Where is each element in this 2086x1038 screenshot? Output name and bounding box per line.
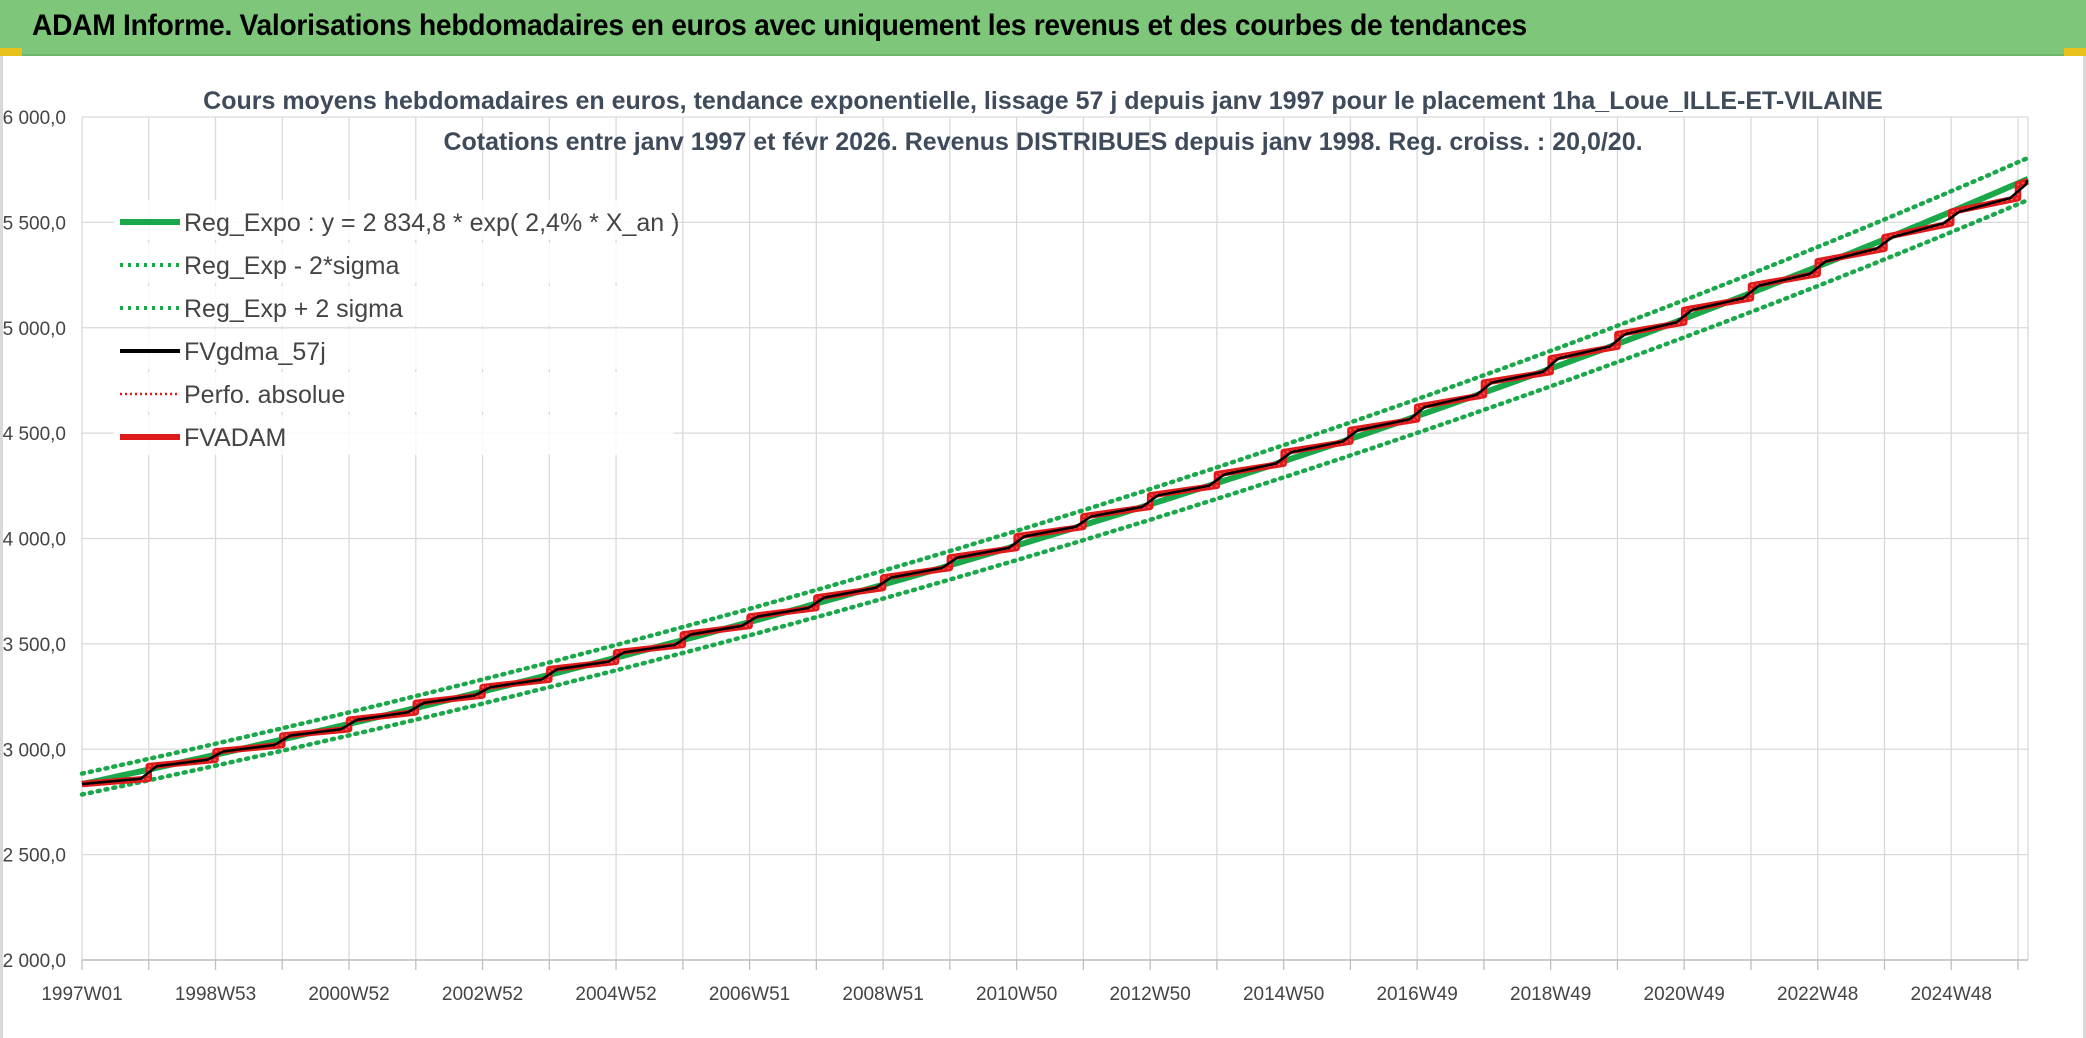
legend-item-bg	[114, 415, 674, 455]
x-tick-label: 2012W50	[1109, 984, 1190, 1005]
x-tick-label: 2000W52	[308, 984, 389, 1005]
x-tick-label: 2004W52	[575, 984, 656, 1005]
legend-label: Perfo. absolue	[184, 381, 345, 409]
chart-title: Cours moyens hebdomadaires en euros, ten…	[203, 87, 1883, 115]
y-tick-label: 5 000,0	[3, 319, 66, 340]
series-fvgdma-57j	[81, 180, 2029, 786]
x-tick-label: 2020W49	[1644, 984, 1725, 1005]
series-reg-exp-minus-2sigma	[79, 197, 2031, 797]
y-tick-label: 4 000,0	[3, 530, 66, 551]
chart-axes: 2 000,0 2 500,0 3 000,0 3 500,0 4 000,0 4 500…	[3, 108, 2028, 1005]
series-reg-exp-plus-2sigma	[79, 155, 2031, 776]
y-tick-label: 6 000,0	[3, 108, 66, 129]
x-tick-label: 1998W53	[175, 984, 256, 1005]
x-tick-label: 2024W48	[1911, 984, 1992, 1005]
y-tick-label: 2 500,0	[3, 846, 66, 867]
legend-label: Reg_Exp - 2*sigma	[184, 252, 399, 280]
legend-item-bg	[114, 372, 674, 412]
x-tick-label: 2014W50	[1243, 984, 1324, 1005]
app-header: ADAM Informe. Valorisations hebdomadaire…	[0, 0, 2086, 56]
y-tick-label: 4 500,0	[3, 424, 66, 445]
y-tick-label: 2 000,0	[3, 951, 66, 972]
x-tick-label: 2022W48	[1777, 984, 1858, 1005]
x-tick-label: 2016W49	[1376, 984, 1457, 1005]
x-tick-label: 2006W51	[709, 984, 790, 1005]
y-tick-label: 5 500,0	[3, 213, 66, 234]
chart-plot-area	[79, 155, 2031, 797]
chart-subtitle: Cotations entre janv 1997 et févr 2026. …	[443, 128, 1642, 156]
app-title: ADAM Informe. Valorisations hebdomadaire…	[32, 9, 1527, 42]
y-tick-label: 3 000,0	[3, 740, 66, 761]
legend-label: Reg_Expo : y = 2 834,8 * exp( 2,4% * X_a…	[184, 209, 679, 237]
corner-marker-right	[2064, 48, 2086, 56]
legend-label: FVgdma_57j	[184, 338, 326, 366]
legend-label: FVADAM	[184, 424, 286, 452]
x-tick-label: 2018W49	[1510, 984, 1591, 1005]
corner-marker-left	[0, 48, 22, 56]
legend-item-bg	[114, 200, 674, 240]
x-tick-label: 2002W52	[442, 984, 523, 1005]
legend-item-bg	[114, 329, 674, 369]
legend-label: Reg_Exp + 2 sigma	[184, 295, 403, 323]
legend-item-bg	[114, 286, 674, 326]
chart-legend: Reg_Expo : y = 2 834,8 * exp( 2,4% * X_a…	[114, 200, 679, 455]
x-tick-label: 1997W01	[41, 984, 122, 1005]
x-tick-label: 2010W50	[976, 984, 1057, 1005]
x-tick-label: 2008W51	[842, 984, 923, 1005]
chart-frame	[0, 56, 2086, 1038]
legend-item-bg	[114, 243, 674, 283]
y-tick-label: 3 500,0	[3, 635, 66, 656]
